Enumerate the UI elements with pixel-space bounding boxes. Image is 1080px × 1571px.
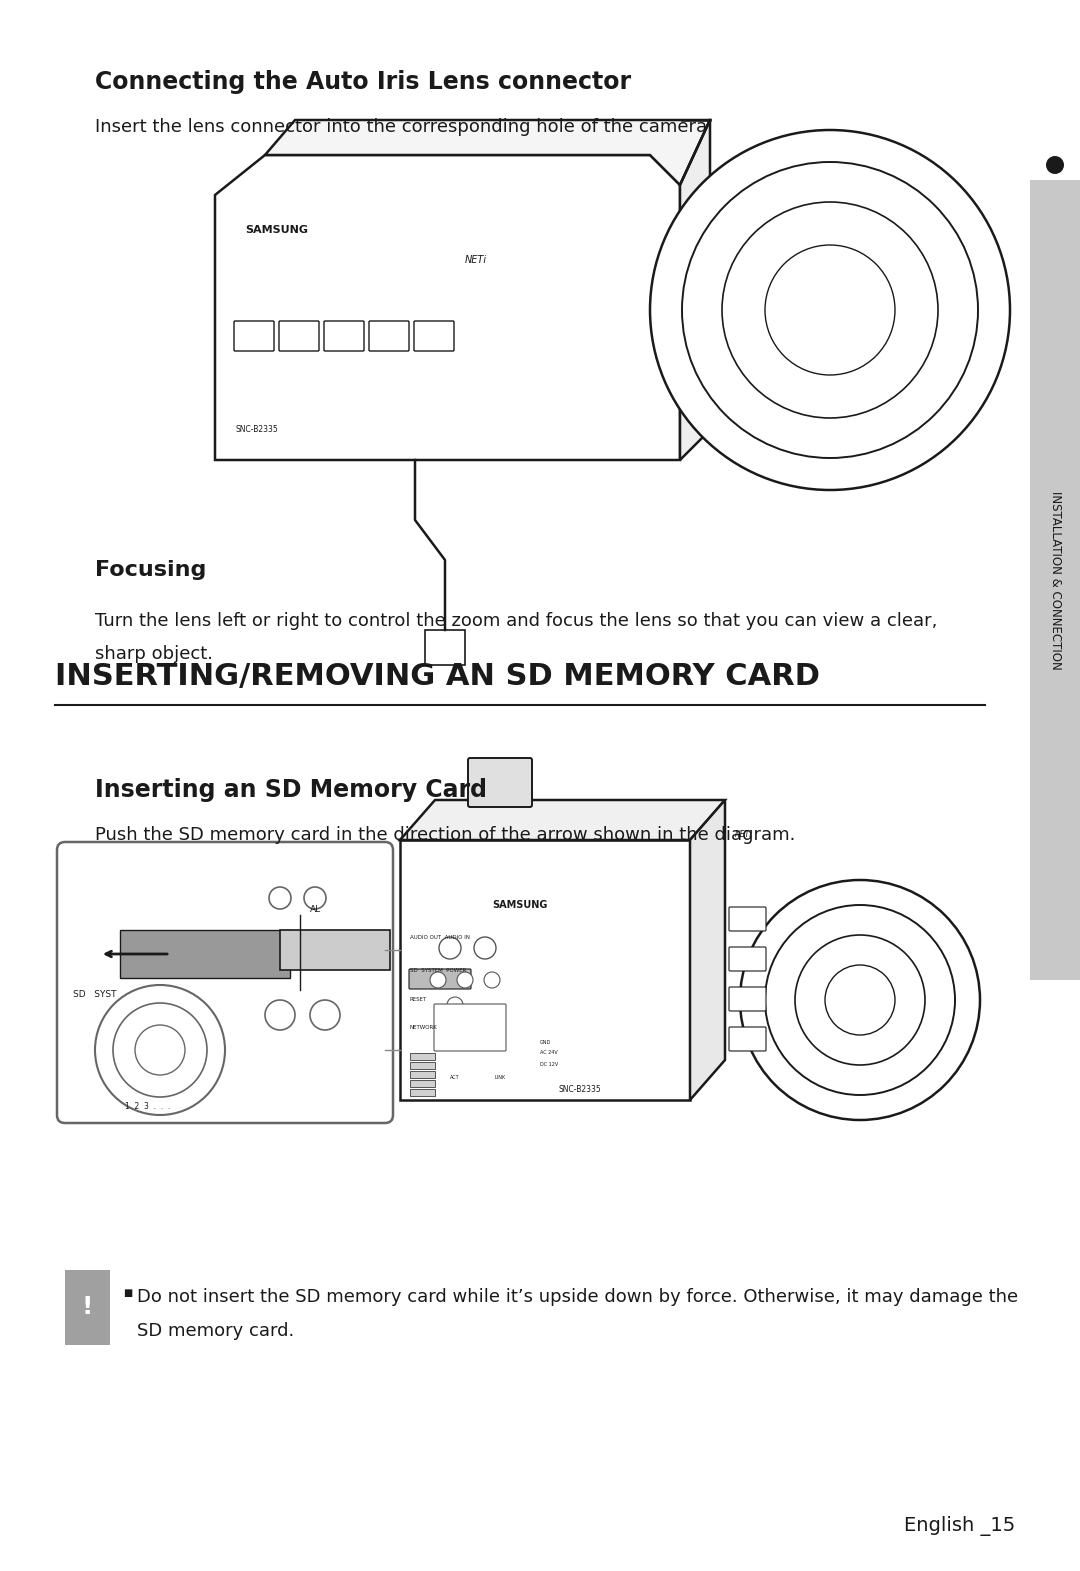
Polygon shape [400,800,725,840]
Text: INSERTING/REMOVING AN SD MEMORY CARD: INSERTING/REMOVING AN SD MEMORY CARD [55,661,820,691]
Text: LINK: LINK [495,1075,505,1079]
Polygon shape [690,800,725,1100]
Bar [400,840,690,1100]
Circle shape [484,972,500,988]
Text: Push the SD memory card in the direction of the arrow shown in the diagram.: Push the SD memory card in the direction… [95,826,795,844]
FancyBboxPatch shape [414,320,454,350]
Text: Do not insert the SD memory card while it’s upside down by force. Otherwise, it : Do not insert the SD memory card while i… [137,1288,1018,1306]
Circle shape [1047,156,1064,174]
Text: SD memory card.: SD memory card. [137,1323,294,1340]
Text: RESET: RESET [410,998,428,1002]
Text: Connecting the Auto Iris Lens connector: Connecting the Auto Iris Lens connector [95,71,631,94]
Text: SAMSUNG: SAMSUNG [245,225,308,236]
Bar [426,630,465,665]
Circle shape [457,972,473,988]
Text: Turn the lens left or right to control the zoom and focus the lens so that you c: Turn the lens left or right to control t… [95,613,937,630]
Text: INSTALLATION & CONNECTION: INSTALLATION & CONNECTION [1049,490,1062,669]
Text: sharp object.: sharp object. [95,646,213,663]
Text: NETWORK: NETWORK [410,1024,437,1031]
Circle shape [765,245,895,375]
Text: DC 12V: DC 12V [540,1062,558,1067]
Text: SAMSUNG: SAMSUNG [492,900,548,910]
Text: SD   SYST: SD SYST [73,990,117,999]
Polygon shape [265,119,710,185]
FancyBboxPatch shape [729,947,766,971]
Bar [410,1062,435,1068]
Bar [410,1079,435,1087]
FancyBboxPatch shape [279,320,319,350]
Text: SNC-B2335: SNC-B2335 [558,1086,602,1093]
Text: AL: AL [310,905,321,914]
Circle shape [650,130,1010,490]
Circle shape [474,936,496,958]
Text: Insert the lens connector into the corresponding hole of the camera.: Insert the lens connector into the corre… [95,118,713,137]
FancyBboxPatch shape [729,987,766,1012]
FancyBboxPatch shape [409,969,471,990]
Circle shape [825,965,895,1035]
Text: ACT: ACT [450,1075,460,1079]
Circle shape [723,203,939,418]
Text: !: ! [81,1295,93,1320]
Polygon shape [215,156,680,460]
Circle shape [438,936,461,958]
Bar [410,1071,435,1078]
Circle shape [269,888,291,910]
Circle shape [95,985,225,1115]
Text: GND: GND [540,1040,551,1045]
Text: 1  2  3  .  .  .: 1 2 3 . . . [125,1101,171,1111]
Text: AUDIO OUT  AUDIO IN: AUDIO OUT AUDIO IN [410,935,470,939]
Text: ■: ■ [123,1288,132,1298]
Text: SD  SYSTEM  POWER: SD SYSTEM POWER [410,968,467,972]
Circle shape [310,1001,340,1031]
Text: NETi: NETi [735,829,753,839]
FancyBboxPatch shape [434,1004,507,1051]
Circle shape [795,935,924,1065]
Bar [1030,181,1080,980]
Circle shape [740,880,980,1120]
Circle shape [265,1001,295,1031]
FancyBboxPatch shape [729,906,766,932]
Text: SNC-B2335: SNC-B2335 [235,426,278,434]
Text: Focusing: Focusing [95,559,206,580]
Bar [410,1053,435,1060]
Circle shape [135,1024,185,1075]
Bar [120,930,291,979]
Polygon shape [280,930,390,969]
FancyBboxPatch shape [468,757,532,807]
Text: English _15: English _15 [904,1516,1015,1536]
Circle shape [430,972,446,988]
FancyBboxPatch shape [369,320,409,350]
Circle shape [447,998,463,1013]
Bar [65,1269,110,1345]
Circle shape [113,1002,207,1097]
Text: Inserting an SD Memory Card: Inserting an SD Memory Card [95,778,487,803]
Circle shape [681,162,978,459]
Circle shape [765,905,955,1095]
Circle shape [303,888,326,910]
Text: NETi: NETi [465,255,487,265]
FancyBboxPatch shape [234,320,274,350]
Bar [410,1089,435,1097]
Text: AC 24V: AC 24V [540,1049,557,1056]
FancyBboxPatch shape [324,320,364,350]
FancyBboxPatch shape [57,842,393,1123]
FancyBboxPatch shape [729,1027,766,1051]
Polygon shape [680,119,710,460]
